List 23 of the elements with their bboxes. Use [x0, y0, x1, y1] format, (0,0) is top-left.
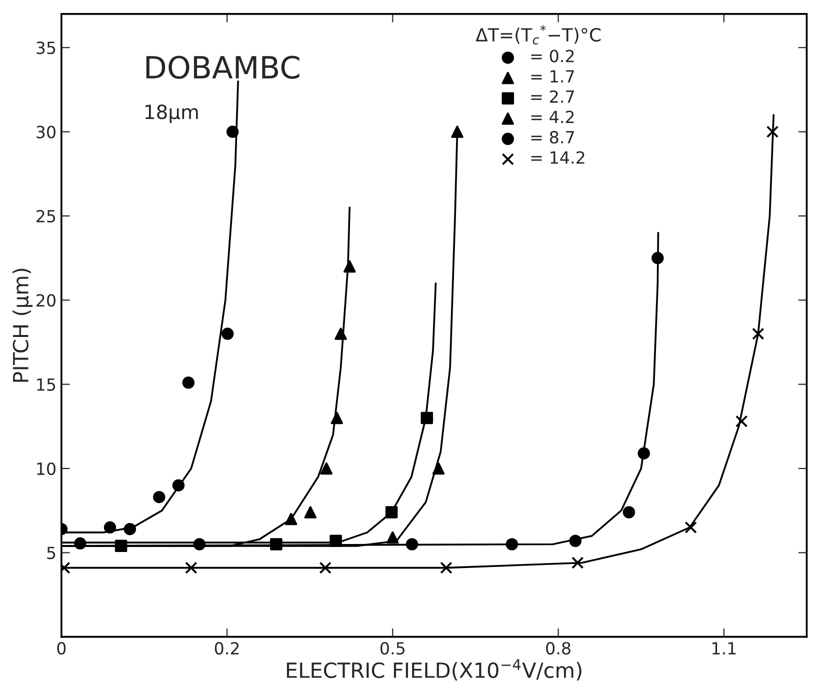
x-tick-label: 1.1	[712, 642, 736, 654]
legend-label: = 1.7	[531, 70, 574, 82]
y-tick-label: 25	[36, 210, 56, 223]
x-tick-label: 0.5	[380, 642, 404, 655]
annotation: 18μm	[146, 104, 198, 123]
x-tick-label: 0.8	[546, 642, 570, 655]
x-tick-label: 0	[57, 642, 66, 655]
annotation: DOBAMBC	[146, 56, 300, 79]
x-axis-title: ELECTRIC FIELD(X10$^{−4}$V/cm)	[286, 659, 582, 681]
legend-label: = 4.2	[531, 110, 574, 123]
y-tick-label: 15	[37, 378, 56, 391]
y-tick-label: 10	[37, 462, 56, 476]
legend-label: = 8.7	[531, 130, 574, 144]
x-tick-label: 0.2	[214, 642, 239, 655]
y-tick-label: 20	[36, 294, 56, 307]
legend-title: ΔT=(T$_{c}$$^{*}$−T)°C	[476, 25, 601, 45]
legend-label: = 14.2	[531, 151, 584, 164]
y-tick-label: 5	[47, 546, 56, 560]
y-axis-title: PITCH (μm)	[12, 268, 33, 382]
y-tick-label: 30	[36, 126, 56, 138]
y-tick-label: 35	[36, 42, 56, 54]
legend-label: = 0.2	[531, 50, 574, 62]
legend-label: = 2.7	[531, 90, 574, 103]
